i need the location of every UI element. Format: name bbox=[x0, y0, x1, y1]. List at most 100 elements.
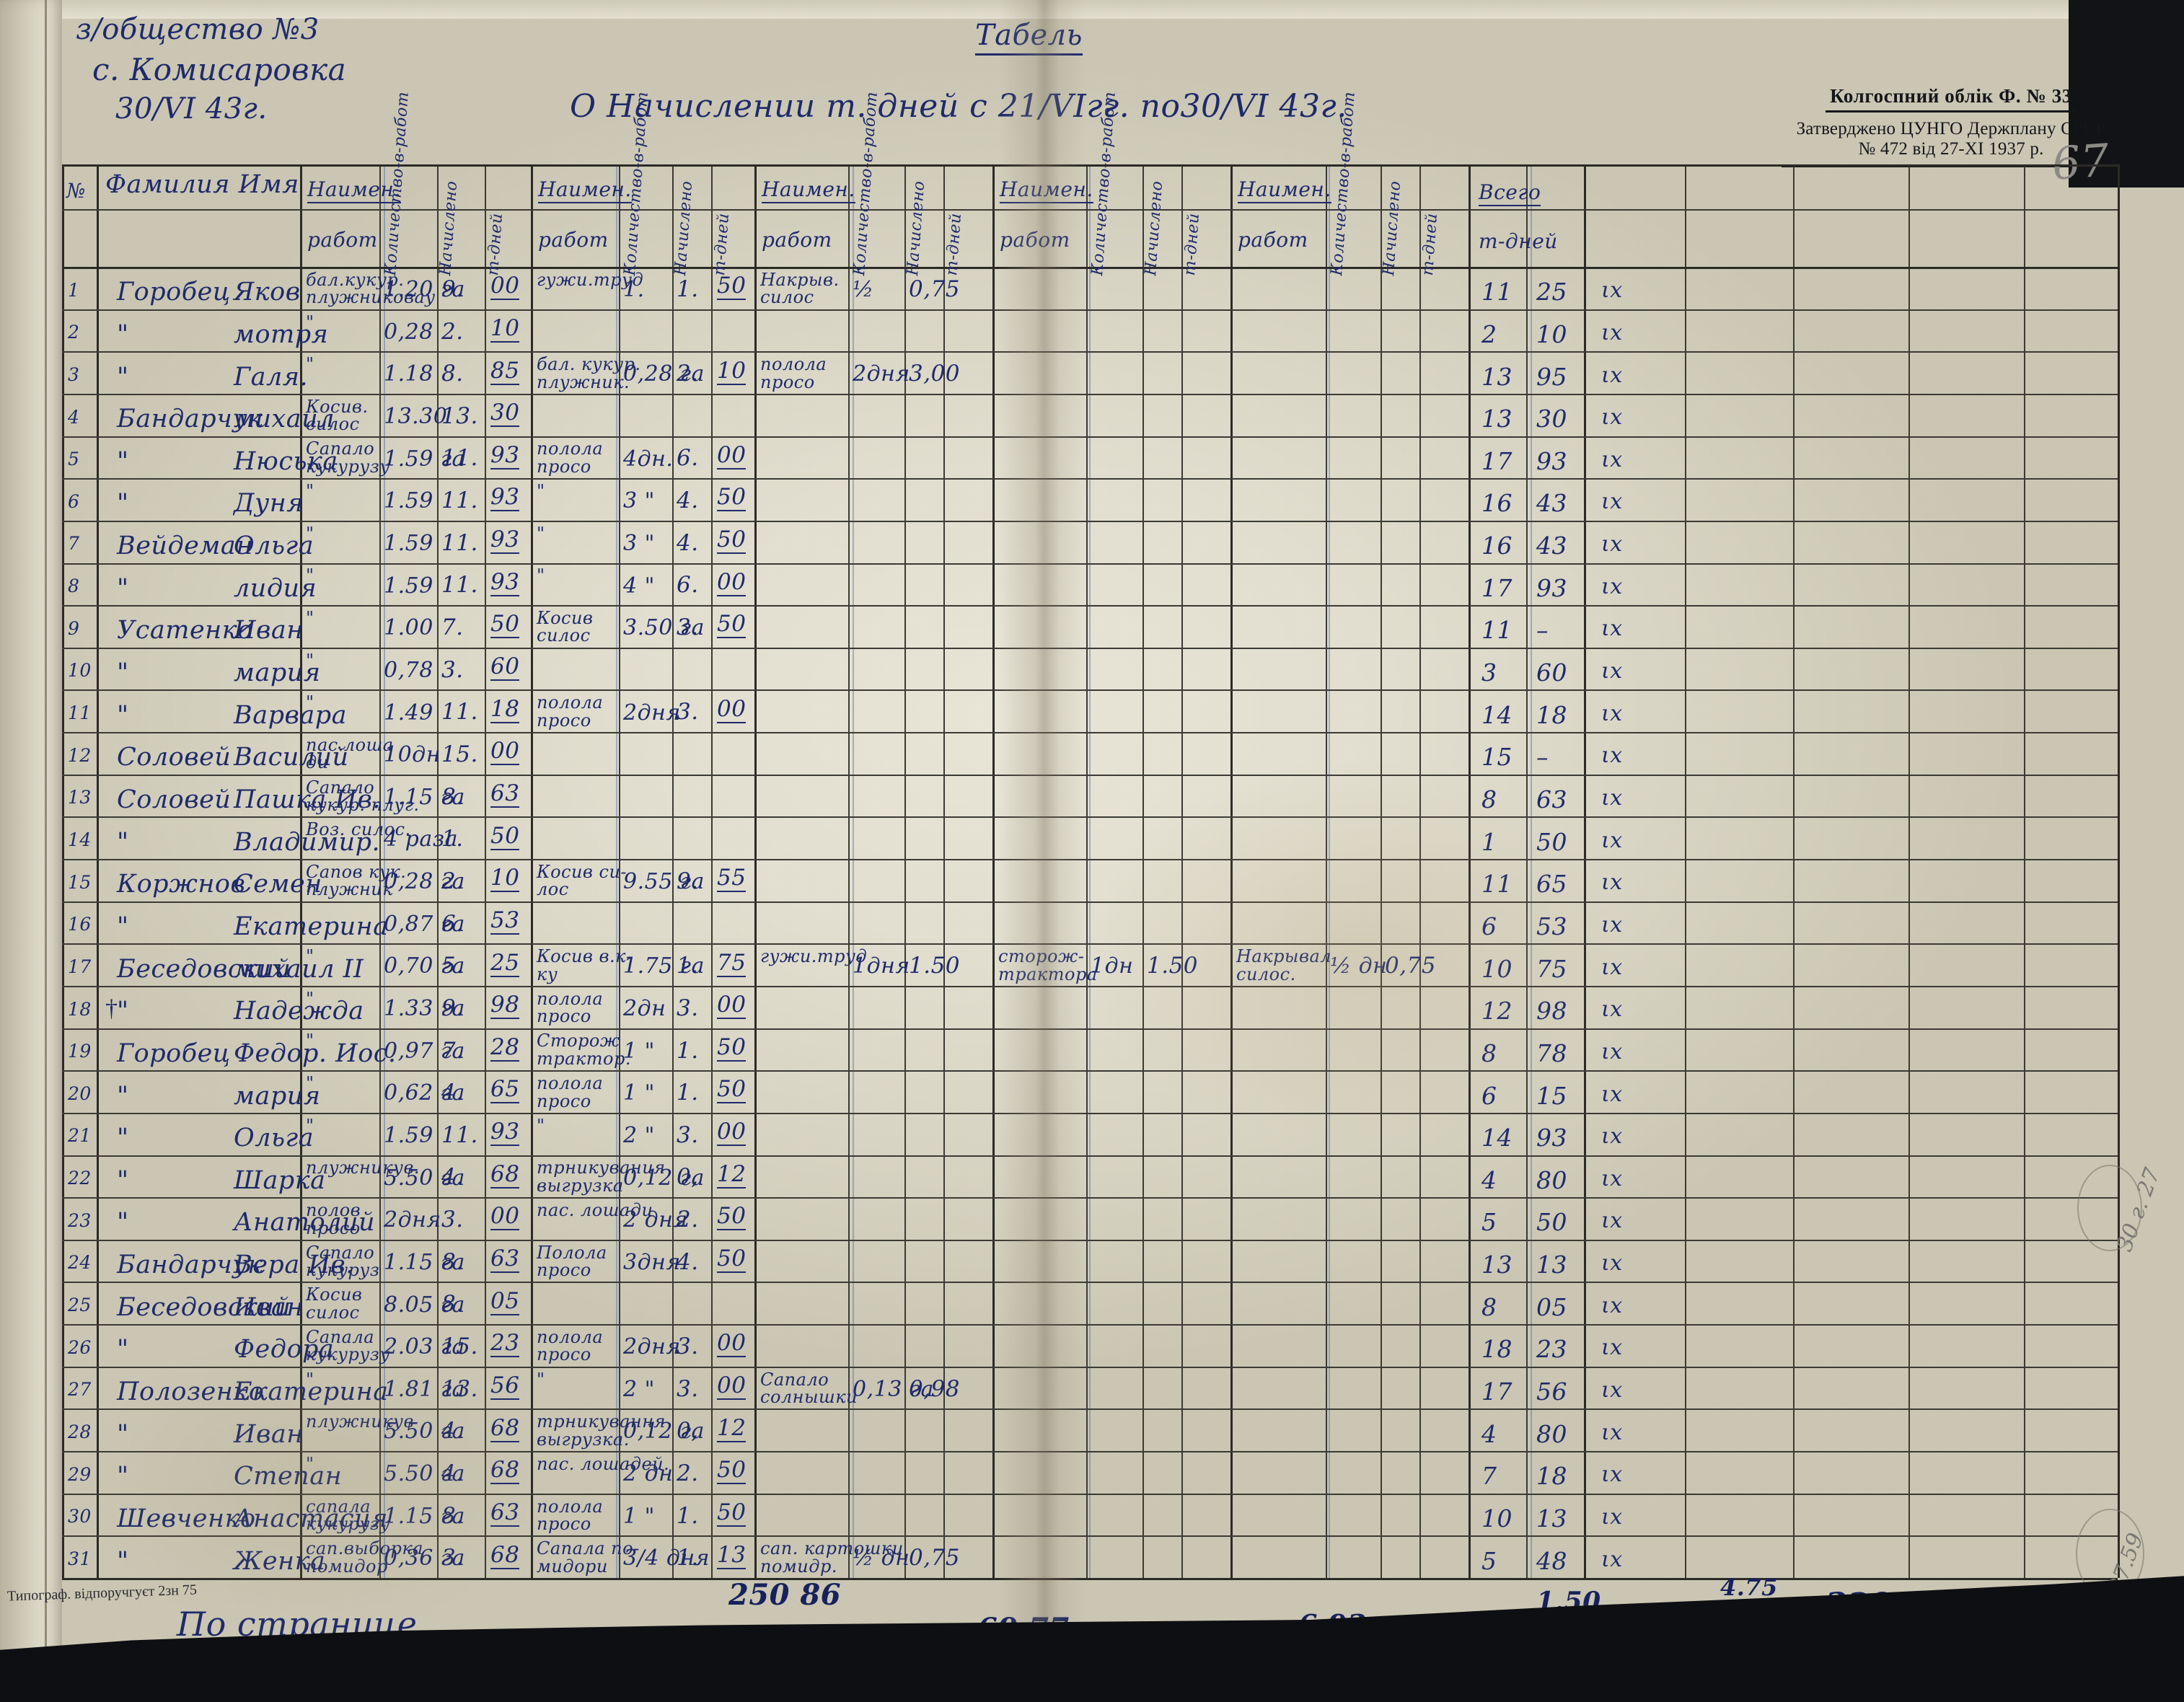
row-rule bbox=[62, 1282, 2118, 1284]
total-labor-days-cell: 8 bbox=[1481, 785, 1497, 813]
row-rule bbox=[62, 647, 2118, 649]
work-name-cell: Сапала по- мидори bbox=[537, 1538, 640, 1577]
verification-mark: ιх bbox=[1601, 1208, 1623, 1234]
column-rule bbox=[1326, 164, 1327, 1578]
surname-cell: " bbox=[117, 319, 129, 349]
verification-mark: ιх bbox=[1601, 700, 1623, 726]
accrued-cell: 1. bbox=[677, 1545, 699, 1571]
desk-background-right bbox=[2069, 0, 2184, 188]
work-quantity-cell: 1.15 га bbox=[384, 1503, 465, 1529]
row-rule bbox=[62, 1324, 2118, 1326]
row-rule bbox=[62, 393, 2118, 395]
table-bottom-rule bbox=[62, 1578, 2118, 1580]
surname-cell: Вейдеман bbox=[117, 532, 253, 561]
total-labor-days-cell: 5 bbox=[1481, 1546, 1497, 1575]
total-labor-days-fraction-cell: 23 bbox=[1536, 1335, 1567, 1364]
surname-cell: Бандарчук bbox=[117, 405, 263, 434]
work-quantity-cell: 13.30 bbox=[384, 404, 448, 429]
work-name-cell: гужи.труд bbox=[537, 269, 644, 290]
column-header: Наимен. bbox=[762, 177, 855, 203]
labor-days-cell: 25 bbox=[490, 949, 520, 977]
work-quantity-cell: 2дн bbox=[623, 996, 666, 1022]
column-header: Наимен. bbox=[1238, 177, 1331, 203]
accrued-cell: 3. bbox=[677, 699, 699, 726]
work-name-cell: " bbox=[306, 1369, 314, 1390]
accrued-cell: 1.50 bbox=[909, 953, 961, 979]
given-name-cell: Семен bbox=[234, 870, 322, 899]
accrued-cell: 3. bbox=[677, 614, 699, 641]
surname-cell: " bbox=[117, 700, 129, 730]
given-name-cell: Ольга bbox=[234, 532, 314, 561]
row-rule bbox=[62, 563, 2118, 565]
labor-days-cell: 00 bbox=[717, 441, 747, 469]
total-labor-days-cell: 17 bbox=[1481, 446, 1512, 475]
total-labor-days-fraction-cell: 18 bbox=[1536, 700, 1567, 729]
work-name-cell: полола просо bbox=[537, 438, 604, 477]
work-name-cell: " bbox=[306, 312, 314, 332]
labor-days-cell: 10 bbox=[490, 865, 520, 893]
book-gutter bbox=[0, 0, 62, 1702]
row-number: 23 bbox=[68, 1209, 92, 1231]
labor-days-cell: 93 bbox=[490, 484, 520, 512]
summary-total-5: 4.75 bbox=[1720, 1574, 1778, 1601]
verification-mark: ιх bbox=[1601, 827, 1623, 853]
row-number: 21 bbox=[68, 1125, 92, 1147]
verification-mark: ιх bbox=[1601, 870, 1623, 896]
work-quantity-cell: 3дня bbox=[623, 1249, 681, 1275]
given-name-cell: Иван bbox=[234, 1419, 304, 1449]
surname-cell: Соловей bbox=[117, 785, 232, 814]
work-name-cell: трникувания выгрузка bbox=[537, 1158, 666, 1196]
total-labor-days-cell: 4 bbox=[1481, 1419, 1497, 1448]
work-name-cell: пас. лошадей. bbox=[537, 1453, 670, 1474]
row-number: 25 bbox=[68, 1295, 92, 1316]
row-rule bbox=[62, 689, 2118, 692]
accrued-cell: 9. bbox=[441, 995, 464, 1021]
total-labor-days-cell: 16 bbox=[1481, 532, 1512, 560]
column-header: работ bbox=[1000, 228, 1070, 252]
labor-days-cell: 05 bbox=[490, 1287, 520, 1315]
work-quantity-cell: 1.59 bbox=[384, 530, 433, 556]
column-header: Всего bbox=[1479, 180, 1541, 206]
preprinted-blue-rule bbox=[1089, 164, 1091, 1578]
surname-cell: Коржнов bbox=[117, 870, 246, 899]
row-number: 15 bbox=[68, 871, 92, 893]
row-number: 28 bbox=[68, 1421, 92, 1442]
work-quantity-cell: 0,87 га bbox=[384, 911, 465, 937]
column-rule bbox=[1469, 164, 1471, 1578]
total-labor-days-fraction-cell: 15 bbox=[1536, 1081, 1567, 1110]
accrued-cell: 11. bbox=[441, 488, 478, 514]
work-name-cell: " bbox=[306, 946, 314, 967]
surname-cell: Бандарчук bbox=[117, 1251, 263, 1280]
verification-mark: ιх bbox=[1601, 405, 1623, 431]
column-header: работ bbox=[538, 228, 609, 252]
work-quantity-cell: 10дн bbox=[384, 742, 441, 768]
accrued-cell: 11. bbox=[441, 572, 478, 599]
total-labor-days-cell: 13 bbox=[1481, 1251, 1512, 1279]
work-name-cell: " bbox=[306, 481, 314, 502]
labor-days-cell: 68 bbox=[490, 1160, 520, 1189]
work-name-cell: " bbox=[306, 650, 314, 671]
work-name-cell: " bbox=[537, 1369, 545, 1390]
total-labor-days-cell: 15 bbox=[1481, 743, 1512, 772]
column-rule bbox=[848, 164, 850, 1578]
surname-cell: " bbox=[117, 1462, 129, 1491]
work-name-cell: " bbox=[306, 565, 314, 586]
given-name-cell: Яков bbox=[234, 278, 301, 307]
work-quantity-cell: 4 " bbox=[623, 573, 655, 599]
row-rule bbox=[62, 1155, 2118, 1157]
accrued-cell: 3. bbox=[441, 1207, 464, 1233]
given-name-cell: мария bbox=[234, 658, 321, 688]
row-number: 6 bbox=[68, 490, 80, 512]
row-number: 16 bbox=[68, 914, 92, 935]
labor-days-cell: 50 bbox=[490, 822, 520, 850]
work-quantity-cell: 0,12 га bbox=[623, 1419, 705, 1445]
labor-days-cell: 50 bbox=[717, 273, 747, 301]
surname-cell: " bbox=[117, 1546, 129, 1576]
column-rule bbox=[1793, 164, 1795, 1578]
column-rule bbox=[1181, 164, 1183, 1578]
work-quantity-cell: 3/4 дня bbox=[623, 1546, 710, 1571]
work-quantity-cell: 0,12 га bbox=[623, 1165, 705, 1191]
row-rule bbox=[62, 309, 2118, 311]
surname-cell: " bbox=[117, 1335, 129, 1364]
work-name-cell: Косив в.к- ку bbox=[537, 946, 633, 984]
